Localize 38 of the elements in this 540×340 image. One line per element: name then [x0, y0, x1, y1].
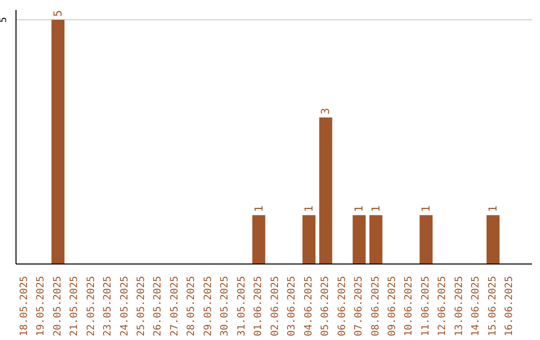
- x-tick-label: 31.05.2025: [236, 276, 248, 336]
- x-tick-label: 24.05.2025: [119, 276, 130, 336]
- x-tick-label: 10.06.2025: [404, 276, 415, 336]
- x-tick-label: 09.06.2025: [387, 276, 398, 336]
- x-tick-label: 30.05.2025: [220, 276, 231, 336]
- x-tick-label: 26.05.2025: [152, 276, 164, 336]
- x-tick-label: 04.06.2025: [303, 276, 314, 336]
- data-label: 1: [352, 206, 366, 212]
- data-label: 1: [252, 206, 266, 212]
- x-tick-label: 03.06.2025: [286, 276, 298, 336]
- x-tick-label: 29.05.2025: [202, 276, 214, 336]
- x-tick-label: 20.05.2025: [52, 276, 64, 336]
- data-label: 3: [319, 108, 332, 114]
- x-tick-label: 13.06.2025: [454, 276, 465, 336]
- x-tick-label: 06.06.2025: [336, 276, 348, 336]
- x-tick-label: 02.06.2025: [270, 276, 281, 336]
- x-tick-label: 15.06.2025: [487, 276, 498, 336]
- x-tick-label: 11.06.2025: [420, 276, 432, 336]
- x-tick-label: 23.05.2025: [102, 276, 114, 336]
- x-tick-label: 07.06.2025: [354, 276, 365, 336]
- x-tick-label: 27.05.2025: [169, 276, 180, 336]
- data-label: 1: [302, 206, 316, 212]
- x-tick-label: 28.05.2025: [186, 276, 198, 336]
- data-label: 1: [369, 206, 382, 212]
- x-tick-label: 16.06.2025: [504, 276, 516, 336]
- data-label: 5: [51, 10, 64, 17]
- x-tick-label: 05.06.2025: [320, 276, 332, 336]
- x-tick-label: 14.06.2025: [470, 276, 482, 336]
- x-tick-label: 12.06.2025: [437, 276, 448, 336]
- x-tick-label: 18.05.2025: [18, 276, 30, 336]
- x-tick-label: 01.06.2025: [253, 276, 264, 336]
- x-tick-label: 25.05.2025: [136, 276, 147, 336]
- x-tick-label: 19.05.2025: [36, 276, 47, 336]
- x-tick-label: 22.05.2025: [86, 276, 97, 336]
- data-label: 1: [486, 206, 500, 212]
- x-tick-label: 08.06.2025: [370, 276, 382, 336]
- x-tick-label: 21.05.2025: [69, 276, 80, 336]
- data-label: 1: [420, 206, 433, 212]
